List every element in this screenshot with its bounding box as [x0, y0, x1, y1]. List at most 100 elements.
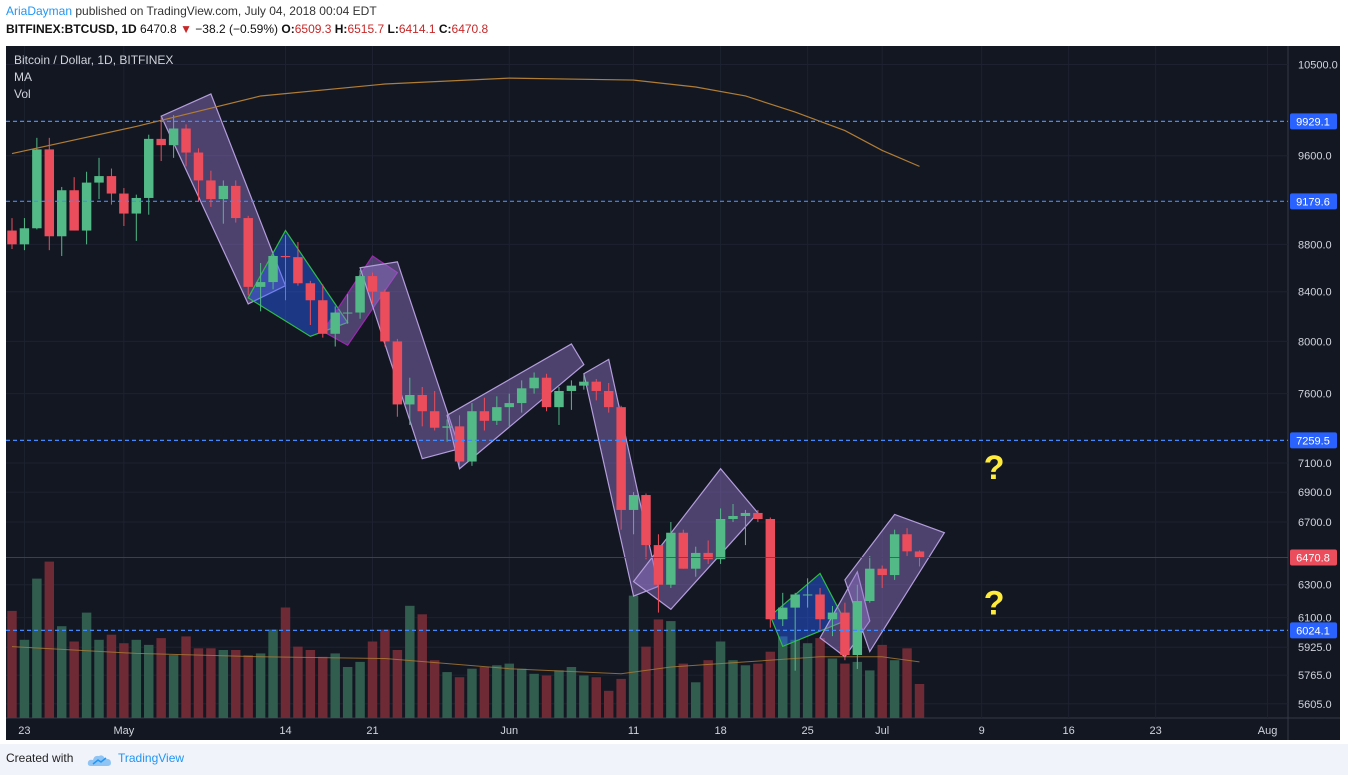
- y-tick-label: 6700.0: [1298, 517, 1332, 529]
- y-tick-label: 9600.0: [1298, 151, 1332, 163]
- symbol-label[interactable]: BITFINEX:BTCUSD, 1D: [6, 22, 137, 36]
- level-price-text: 7259.5: [1296, 435, 1330, 447]
- level-price-tag: [1290, 622, 1337, 639]
- candle-body: [641, 495, 651, 546]
- x-tick-label: 23: [18, 725, 30, 737]
- candle-body: [81, 182, 92, 231]
- volume-bar: [479, 667, 490, 718]
- annotations[interactable]: ??: [984, 449, 1005, 622]
- y-tick-label: 8400.0: [1298, 287, 1332, 299]
- time-axis[interactable]: [6, 718, 1340, 740]
- volume-bar: [454, 677, 465, 718]
- open-value: 6509.3: [294, 22, 332, 36]
- candle-body: [168, 128, 179, 146]
- volume-bar: [541, 675, 552, 718]
- volume-bar: [554, 670, 564, 718]
- volume-bar: [106, 634, 117, 718]
- price-ma: [11, 77, 920, 167]
- candle-body: [815, 594, 825, 620]
- candle-body: [492, 407, 502, 421]
- level-price-text: 6024.1: [1296, 625, 1330, 637]
- y-tick-label: 6300.0: [1298, 580, 1332, 592]
- volume-bar: [603, 690, 614, 718]
- volume-bar: [902, 648, 912, 718]
- volume-bar: [840, 663, 850, 718]
- created-with-label: Created with: [6, 751, 74, 765]
- volume-bar: [94, 639, 104, 718]
- candle-body: [268, 255, 278, 283]
- close-label: C:: [438, 22, 452, 36]
- level-price-text: 9929.1: [1296, 116, 1330, 128]
- x-tick-label: 9: [979, 725, 985, 737]
- legend-title: Bitcoin / Dollar, 1D, BITFINEX: [14, 53, 173, 67]
- volume-ma: [11, 646, 920, 675]
- candle-body: [380, 291, 390, 342]
- volume-bar: [305, 650, 316, 718]
- candle-body: [678, 532, 689, 569]
- volume-bar: [255, 653, 266, 718]
- volume-bar: [765, 651, 776, 718]
- horizontal-lines[interactable]: 9929.1 9179.6 7259.5 6024.1 6470.8: [6, 113, 1337, 639]
- legend-ma: MA: [14, 70, 32, 84]
- legend: Bitcoin / Dollar, 1D, BITFINEX MA Vol: [14, 53, 173, 101]
- volume-bar: [380, 629, 390, 718]
- volume-bar: [57, 626, 67, 718]
- level-price-tag: [1290, 432, 1337, 449]
- low-label: L:: [387, 22, 399, 36]
- volume-bar: [206, 648, 216, 718]
- volume-bar: [778, 636, 788, 718]
- volume-bar: [827, 658, 838, 718]
- volume-bar: [678, 663, 689, 718]
- current-price-text: 6470.8: [1296, 552, 1330, 564]
- volume-bar: [330, 653, 340, 718]
- volume-bar: [852, 661, 863, 718]
- volume-bar: [579, 675, 589, 718]
- tradingview-link[interactable]: TradingView: [118, 751, 185, 765]
- candle-body: [516, 388, 527, 404]
- candle-body: [889, 534, 900, 576]
- candle-body: [144, 138, 154, 198]
- price-ma-line: [11, 77, 920, 167]
- candle-body: [467, 411, 477, 462]
- candle-body: [554, 390, 564, 408]
- y-tick-label: 7600.0: [1298, 389, 1332, 401]
- ohlc-line: BITFINEX:BTCUSD, 1D 6470.8 ▼ −38.2 (−0.5…: [6, 22, 488, 36]
- volume-bar: [7, 610, 17, 718]
- volume-bar: [181, 636, 191, 718]
- volume-bar: [666, 621, 676, 718]
- down-arrow-icon: ▼: [180, 22, 192, 36]
- candle-body: [181, 128, 191, 153]
- x-tick-label: 11: [628, 725, 639, 737]
- level-price-tag: [1290, 193, 1337, 210]
- plot-area[interactable]: [6, 46, 1288, 718]
- volume-bar: [293, 646, 303, 718]
- candle-body: [330, 312, 340, 334]
- candle-body: [653, 545, 664, 585]
- legend-vol: Vol: [14, 87, 31, 101]
- high-label: H:: [334, 22, 348, 36]
- candle-body: [753, 512, 763, 520]
- candle-body: [579, 381, 589, 386]
- volume-bar: [715, 641, 726, 718]
- volume-bar: [69, 641, 79, 718]
- y-tick-label: 5925.0: [1298, 642, 1332, 654]
- candle-body: [740, 512, 751, 516]
- volume-bar: [616, 678, 626, 718]
- x-tick-label: 23: [1150, 725, 1162, 737]
- author-link[interactable]: AriaDayman: [6, 4, 73, 18]
- candle-body: [7, 230, 17, 245]
- price-axis[interactable]: [1288, 46, 1340, 718]
- candle-body: [318, 300, 328, 334]
- candle-body: [355, 276, 365, 313]
- high-value: 6515.7: [347, 22, 385, 36]
- candle-body: [914, 551, 925, 558]
- x-tick-label: Jul: [875, 725, 889, 737]
- candle-body: [131, 197, 142, 214]
- level-price-tag: [1290, 113, 1337, 130]
- chart-header: AriaDayman published on TradingView.com,…: [0, 0, 1348, 44]
- footer: Created with TradingView: [0, 744, 1348, 775]
- open-label: O:: [281, 22, 295, 36]
- candle-body: [19, 228, 30, 245]
- candle-body: [119, 193, 129, 214]
